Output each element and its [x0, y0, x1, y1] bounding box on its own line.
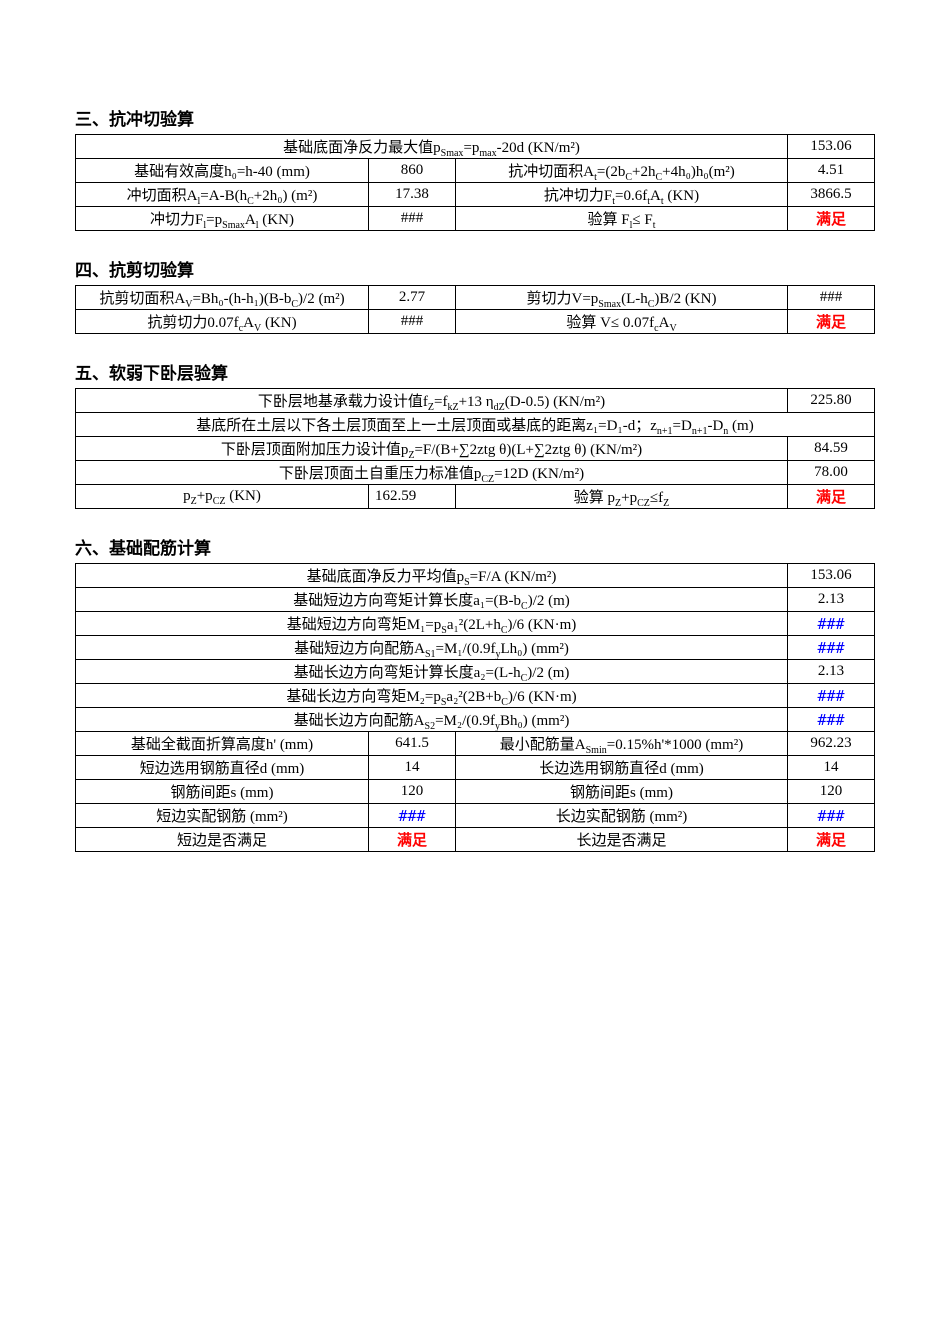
t6-fr4c1: 短边实配钢筋 (mm²) — [76, 804, 369, 828]
t6-row1-val: 2.13 — [788, 588, 875, 612]
t3-r4c1: 冲切力Fl=pSmaxAl (KN) — [76, 207, 369, 231]
t3-r1-label: 基础底面净反力最大值pSmax=pmax-20d (KN/m²) — [76, 135, 788, 159]
t6-row5-label: 基础长边方向弯矩M₂=pSa₂²(2B+bC)/6 (KN·m) — [76, 684, 788, 708]
t6-row0-label: 基础底面净反力平均值pS=F/A (KN/m²) — [76, 564, 788, 588]
t6-fr5v1: 满足 — [369, 828, 456, 852]
table-5: 下卧层地基承载力设计值fZ=fkZ+13 ηdZ(D-0.5) (KN/m²) … — [75, 388, 875, 509]
t5-r5v1: 162.59 — [369, 485, 456, 509]
t6-row6-label: 基础长边方向配筋AS2=M₂/(0.9fyBh₀) (mm²) — [76, 708, 788, 732]
t6-fr3c2: 钢筋间距s (mm) — [456, 780, 788, 804]
t6-fr2c1: 短边选用钢筋直径d (mm) — [76, 756, 369, 780]
t3-r1-val: 153.06 — [788, 135, 875, 159]
t6-fr1v1: 641.5 — [369, 732, 456, 756]
t6-row6-val: ### — [788, 708, 875, 732]
t3-r3v1: 17.38 — [369, 183, 456, 207]
t6-fr4v2: ### — [788, 804, 875, 828]
t6-fr4c2: 长边实配钢筋 (mm²) — [456, 804, 788, 828]
t4-r2c2: 验算 V≤ 0.07fcAV — [456, 310, 788, 334]
t6-fr1c1: 基础全截面折算高度h' (mm) — [76, 732, 369, 756]
t6-row2-val: ### — [788, 612, 875, 636]
t6-fr1v2: 962.23 — [788, 732, 875, 756]
t5-r4v: 78.00 — [788, 461, 875, 485]
t6-fr3v2: 120 — [788, 780, 875, 804]
t6-row5-val: ### — [788, 684, 875, 708]
t4-r2v1: ### — [369, 310, 456, 334]
t3-r2v1: 860 — [369, 159, 456, 183]
t6-fr3c1: 钢筋间距s (mm) — [76, 780, 369, 804]
t3-r3v2: 3866.5 — [788, 183, 875, 207]
t5-r5c2: 验算 pZ+pCZ≤fZ — [456, 485, 788, 509]
t6-fr1c2: 最小配筋量ASmin=0.15%h'*1000 (mm²) — [456, 732, 788, 756]
t6-row1-label: 基础短边方向弯矩计算长度a₁=(B-bC)/2 (m) — [76, 588, 788, 612]
t6-fr2v2: 14 — [788, 756, 875, 780]
t5-r5c1: pZ+pCZ (KN) — [76, 485, 369, 509]
t6-row3-val: ### — [788, 636, 875, 660]
t5-r5v2: 满足 — [788, 485, 875, 509]
t4-r1v2: ### — [788, 286, 875, 310]
t6-row2-label: 基础短边方向弯矩M₁=pSa₁²(2L+hC)/6 (KN·m) — [76, 612, 788, 636]
t3-r2c2: 抗冲切面积At=(2bC+2hC+4h₀)h₀(m²) — [456, 159, 788, 183]
t6-row0-val: 153.06 — [788, 564, 875, 588]
t6-fr3v1: 120 — [369, 780, 456, 804]
t4-r2c1: 抗剪切力0.07fcAV (KN) — [76, 310, 369, 334]
t5-r1v: 225.80 — [788, 389, 875, 413]
t6-fr2c2: 长边选用钢筋直径d (mm) — [456, 756, 788, 780]
t3-r4v1: ### — [369, 207, 456, 231]
t6-fr4v1: ### — [369, 804, 456, 828]
t4-r1c1: 抗剪切面积AV=Bh₀-(h-h₁)(B-bC)/2 (m²) — [76, 286, 369, 310]
t3-r2v2: 4.51 — [788, 159, 875, 183]
table-4: 抗剪切面积AV=Bh₀-(h-h₁)(B-bC)/2 (m²) 2.77 剪切力… — [75, 285, 875, 334]
section-6-title: 六、基础配筋计算 — [75, 534, 875, 559]
t6-fr2v1: 14 — [369, 756, 456, 780]
t6-fr5v2: 满足 — [788, 828, 875, 852]
t3-r3c2: 抗冲切力Ft=0.6ftAt (KN) — [456, 183, 788, 207]
table-3: 基础底面净反力最大值pSmax=pmax-20d (KN/m²) 153.06 … — [75, 134, 875, 231]
t5-r3v: 84.59 — [788, 437, 875, 461]
t3-r4c2: 验算 Fl≤ Ft — [456, 207, 788, 231]
t4-r1v1: 2.77 — [369, 286, 456, 310]
t4-r1c2: 剪切力V=pSmax(L-hC)B/2 (KN) — [456, 286, 788, 310]
table-6: 基础底面净反力平均值pS=F/A (KN/m²)153.06基础短边方向弯矩计算… — [75, 563, 875, 852]
t6-row4-label: 基础长边方向弯矩计算长度a₂=(L-hC)/2 (m) — [76, 660, 788, 684]
section-4-title: 四、抗剪切验算 — [75, 256, 875, 281]
section-5-title: 五、软弱下卧层验算 — [75, 359, 875, 384]
t6-row4-val: 2.13 — [788, 660, 875, 684]
t3-r4v2: 满足 — [788, 207, 875, 231]
t6-fr5c2: 长边是否满足 — [456, 828, 788, 852]
t5-r3: 下卧层顶面附加压力设计值pZ=F/(B+∑2ztg θ)(L+∑2ztg θ) … — [76, 437, 788, 461]
t4-r2v2: 满足 — [788, 310, 875, 334]
t3-r3c1: 冲切面积Al=A-B(hC+2h₀) (m²) — [76, 183, 369, 207]
t5-r1: 下卧层地基承载力设计值fZ=fkZ+13 ηdZ(D-0.5) (KN/m²) — [76, 389, 788, 413]
t3-r2c1: 基础有效高度h₀=h-40 (mm) — [76, 159, 369, 183]
t5-r2: 基底所在土层以下各土层顶面至上一土层顶面或基底的距离z₁=D₁-d；zn+1=D… — [76, 413, 875, 437]
t6-row3-label: 基础短边方向配筋AS1=M₁/(0.9fyLh₀) (mm²) — [76, 636, 788, 660]
t5-r4: 下卧层顶面土自重压力标准值pCZ=12D (KN/m²) — [76, 461, 788, 485]
section-3-title: 三、抗冲切验算 — [75, 105, 875, 130]
t6-fr5c1: 短边是否满足 — [76, 828, 369, 852]
